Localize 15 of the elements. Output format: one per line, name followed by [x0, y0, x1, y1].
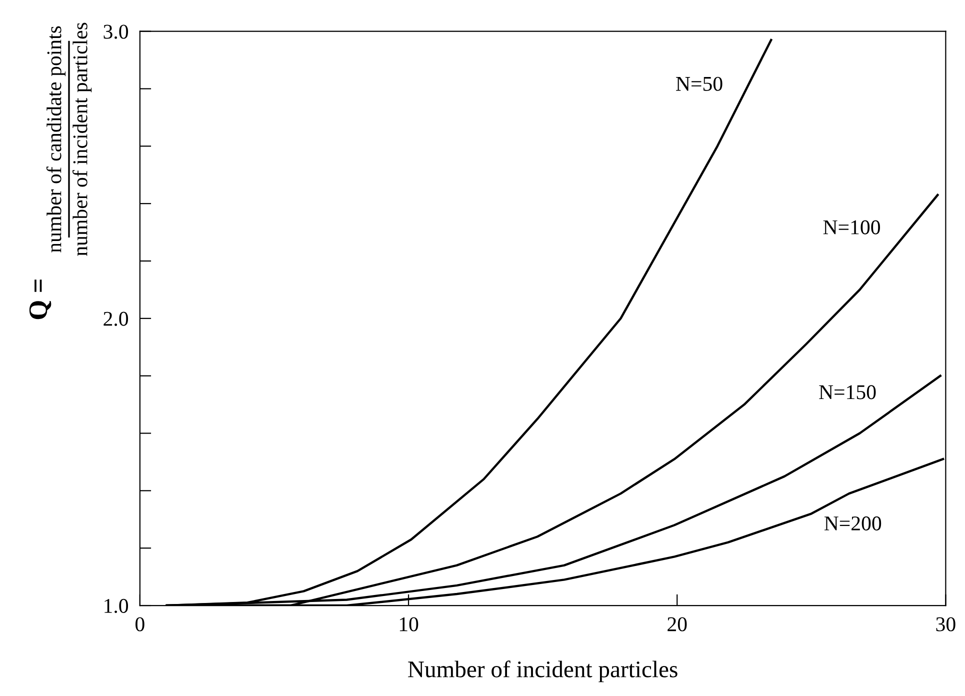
- series-label: N=100: [823, 220, 880, 234]
- x-axis-title: Number of incident particles: [408, 660, 678, 682]
- x-tick-label: 30: [936, 617, 956, 632]
- y-tick-label: 2.0: [104, 312, 128, 326]
- y-tick-label: 1.0: [104, 598, 128, 614]
- text: number of incident particles: [72, 22, 92, 256]
- text: number of candidate points: [46, 26, 66, 252]
- y-tick-label: 3.0: [104, 24, 128, 39]
- x-tick-label: 0: [136, 617, 144, 632]
- series-label: N=150: [819, 385, 876, 400]
- y-axis-title: Q =: [29, 280, 52, 320]
- x-tick-label: 20: [668, 617, 687, 632]
- series-label: N=50: [676, 76, 722, 91]
- series-label: N=200: [824, 516, 882, 530]
- x-tick-label: 10: [400, 617, 418, 632]
